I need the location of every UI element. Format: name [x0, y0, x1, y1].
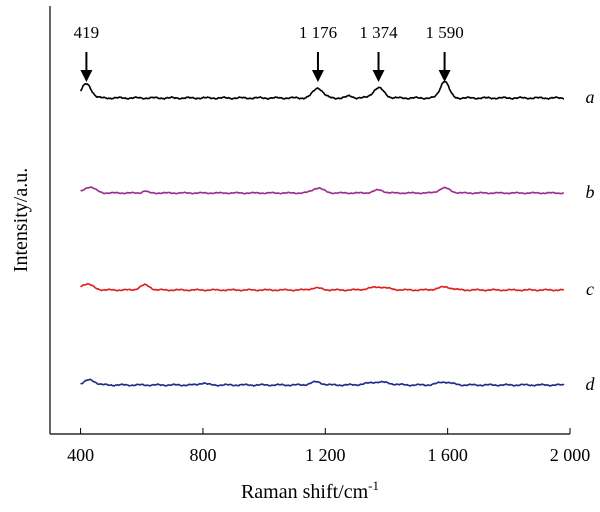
- x-tick-label: 1 200: [305, 445, 346, 465]
- peak-arrow-head: [372, 70, 385, 82]
- series-line-b: [80, 186, 565, 195]
- peak-label: 419: [74, 23, 100, 42]
- peak-label: 1 176: [299, 23, 337, 42]
- y-axis-title: Intensity/a.u.: [10, 168, 32, 272]
- series-group: a b c d: [79, 80, 596, 394]
- series-line-c: [79, 282, 565, 292]
- x-tick-label: 1 600: [427, 445, 468, 465]
- x-ticks: 400 800 1 200 1 600 2 000: [67, 428, 590, 465]
- axes: [49, 6, 570, 435]
- peak-arrow-head: [438, 70, 451, 82]
- series-label-c: c: [586, 279, 594, 299]
- series-line-d: [80, 378, 565, 387]
- x-tick-label: 800: [189, 445, 216, 465]
- peak-label: 1 590: [425, 23, 463, 42]
- x-tick-label: 2 000: [550, 445, 591, 465]
- series-line-a: [79, 80, 565, 100]
- series-label-a: a: [586, 87, 595, 107]
- series-label-b: b: [586, 182, 595, 202]
- series-label-d: d: [586, 374, 596, 394]
- x-axis-title: Raman shift/cm-1: [241, 478, 379, 503]
- x-tick-label: 400: [67, 445, 94, 465]
- annotation-group: 419 1 176 1 374 1 590: [74, 23, 464, 82]
- peak-arrow-head: [311, 70, 324, 82]
- peak-arrow-head: [80, 70, 93, 82]
- peak-label: 1 374: [359, 23, 398, 42]
